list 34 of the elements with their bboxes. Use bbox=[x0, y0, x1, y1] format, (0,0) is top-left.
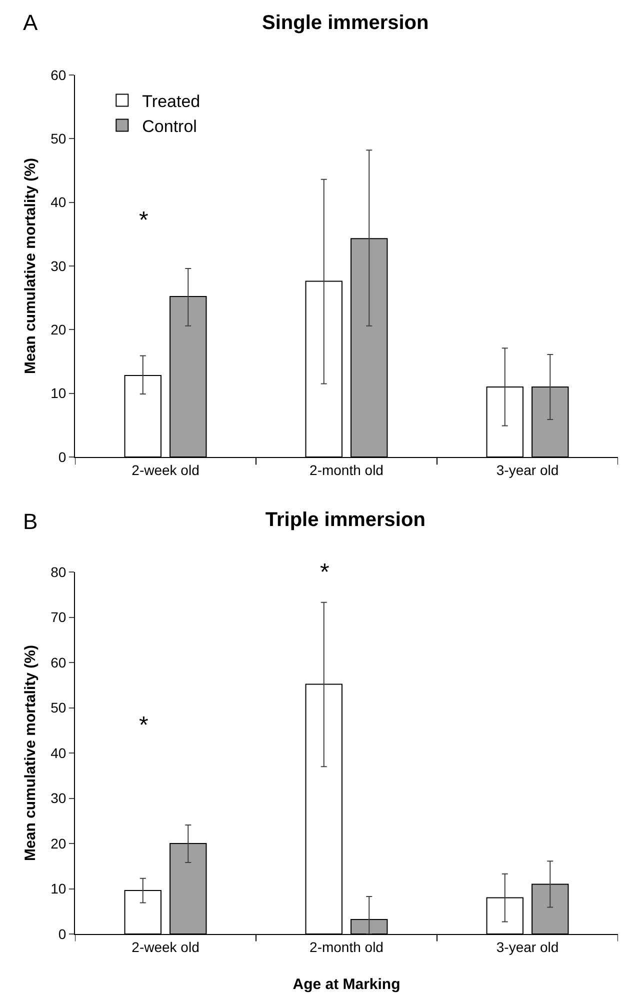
y-tick-label: 0 bbox=[58, 448, 66, 465]
x-axis-title: Age at Marking bbox=[292, 976, 400, 993]
y-tick-label: 40 bbox=[50, 194, 66, 210]
x-tick-label: 3-year old bbox=[496, 462, 559, 478]
annotation: * bbox=[139, 712, 148, 739]
y-tick-label: 40 bbox=[50, 744, 66, 761]
x-tick-label: 2-week old bbox=[132, 462, 200, 478]
chart-title: Triple immersion bbox=[265, 508, 426, 531]
y-tick-label: 50 bbox=[50, 130, 66, 147]
y-axis-title: Mean cumulative mortality (%) bbox=[22, 645, 39, 861]
y-tick-label: 10 bbox=[50, 385, 66, 402]
legend-label: Treated bbox=[142, 92, 200, 111]
x-tick-label: 2-month old bbox=[310, 938, 384, 955]
annotation: * bbox=[320, 559, 330, 586]
y-tick-label: 30 bbox=[50, 790, 66, 806]
x-tick-label: 2-month old bbox=[310, 462, 384, 478]
chart-title: Single immersion bbox=[262, 12, 429, 34]
y-tick-label: 80 bbox=[50, 564, 66, 580]
x-tick-label: 2-week old bbox=[132, 938, 200, 955]
y-tick-label: 60 bbox=[50, 654, 66, 670]
y-tick-label: 70 bbox=[50, 609, 66, 626]
text: A bbox=[23, 10, 38, 35]
y-tick-label: 0 bbox=[58, 926, 66, 942]
y-tick-label: 20 bbox=[50, 322, 66, 338]
annotation: * bbox=[139, 207, 148, 234]
y-tick-label: 30 bbox=[50, 258, 66, 274]
y-tick-label: 50 bbox=[50, 700, 66, 716]
y-tick-label: 10 bbox=[50, 880, 66, 897]
y-tick-label: 60 bbox=[50, 66, 66, 83]
legend-label: Control bbox=[142, 116, 197, 136]
y-tick-label: 20 bbox=[50, 835, 66, 852]
text: B bbox=[23, 509, 38, 534]
x-tick-label: 3-year old bbox=[496, 938, 559, 955]
y-axis-title: Mean cumulative mortality (%) bbox=[22, 158, 39, 374]
